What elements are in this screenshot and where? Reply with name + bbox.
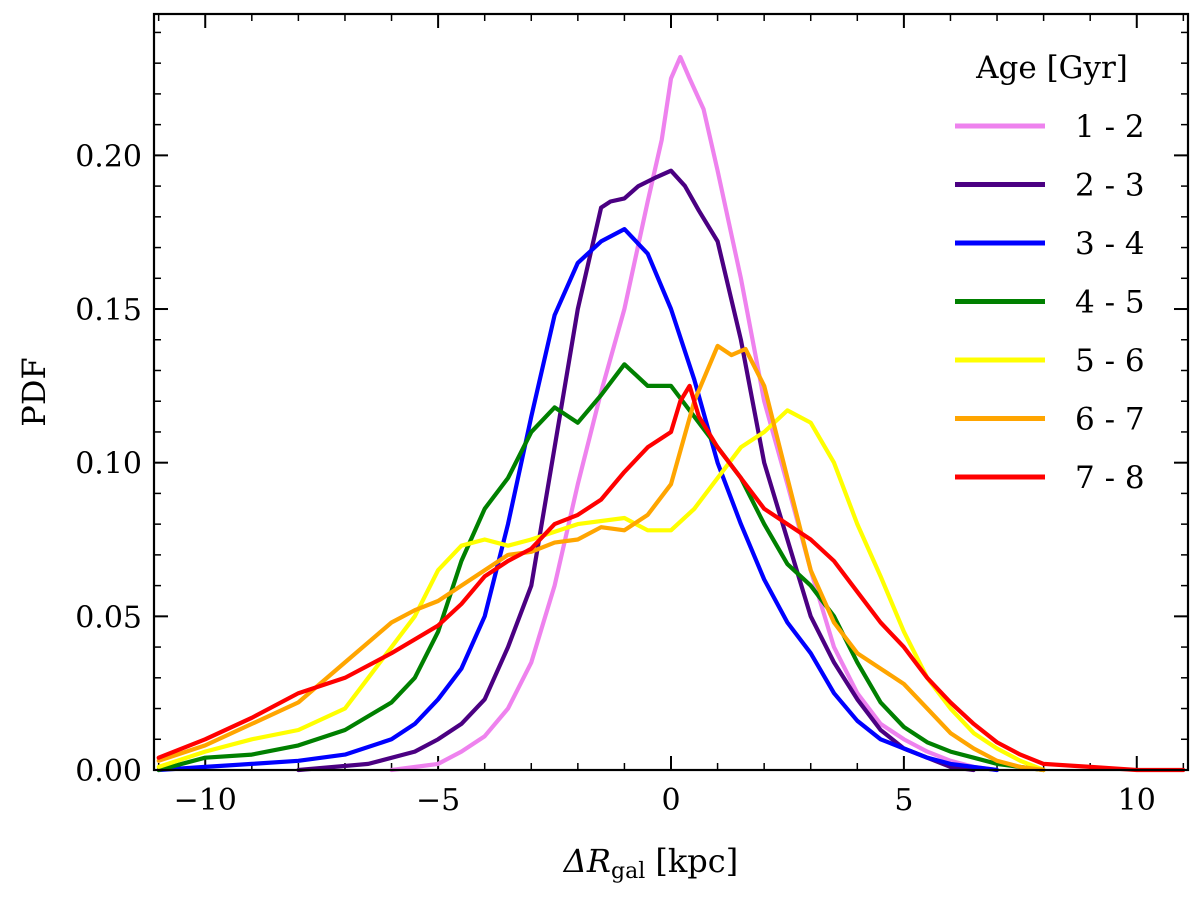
x-axis-label: ΔRgal [kpc] bbox=[562, 842, 738, 884]
legend-label: 5 - 6 bbox=[1075, 343, 1145, 379]
legend: Age [Gyr] 1 - 2 2 - 3 3 - 4 4 - 5 5 - 6 6 - 7… bbox=[955, 50, 1145, 496]
tick-labels: −10 −5 0 5 10 0.00 0.05 0.10 0.15 0.20 bbox=[75, 139, 1156, 818]
series-line-6 bbox=[156, 343, 1046, 773]
plot-frame bbox=[152, 12, 1190, 772]
x-axis-label-subscript: gal bbox=[611, 859, 645, 884]
series-line-7 bbox=[156, 383, 1186, 773]
series-line-1 bbox=[389, 54, 1000, 773]
x-tick-label: 10 bbox=[1118, 783, 1156, 818]
x-tick-label: −5 bbox=[416, 783, 460, 818]
legend-label: 3 - 4 bbox=[1075, 226, 1145, 262]
legend-title: Age [Gyr] bbox=[975, 50, 1128, 86]
y-tick-label: 0.05 bbox=[75, 600, 142, 635]
legend-label: 4 - 5 bbox=[1075, 285, 1145, 321]
plot-lines bbox=[156, 54, 1186, 773]
series-line-3 bbox=[156, 227, 1000, 773]
series-line-2 bbox=[296, 168, 976, 773]
x-axis-label-main: ΔR bbox=[562, 842, 611, 880]
series-line-5 bbox=[156, 408, 1046, 773]
legend-entries: 1 - 2 2 - 3 3 - 4 4 - 5 5 - 6 6 - 7 7 - 8 bbox=[955, 109, 1145, 496]
y-tick-label: 0.15 bbox=[75, 293, 142, 328]
series-line-4 bbox=[156, 362, 1046, 773]
legend-label: 2 - 3 bbox=[1075, 168, 1145, 204]
x-tick-label: −10 bbox=[174, 783, 237, 818]
legend-label: 7 - 8 bbox=[1075, 460, 1145, 496]
x-axis-label-unit: [kpc] bbox=[645, 842, 738, 880]
x-tick-label: 0 bbox=[661, 783, 680, 818]
x-tick-label: 5 bbox=[894, 783, 913, 818]
y-tick-label: 0.10 bbox=[75, 447, 142, 482]
legend-label: 1 - 2 bbox=[1075, 109, 1145, 145]
legend-label: 6 - 7 bbox=[1075, 402, 1145, 438]
y-axis-label: PDF bbox=[15, 357, 53, 426]
y-tick-label: 0.20 bbox=[75, 139, 142, 174]
y-tick-label: 0.00 bbox=[75, 754, 142, 789]
